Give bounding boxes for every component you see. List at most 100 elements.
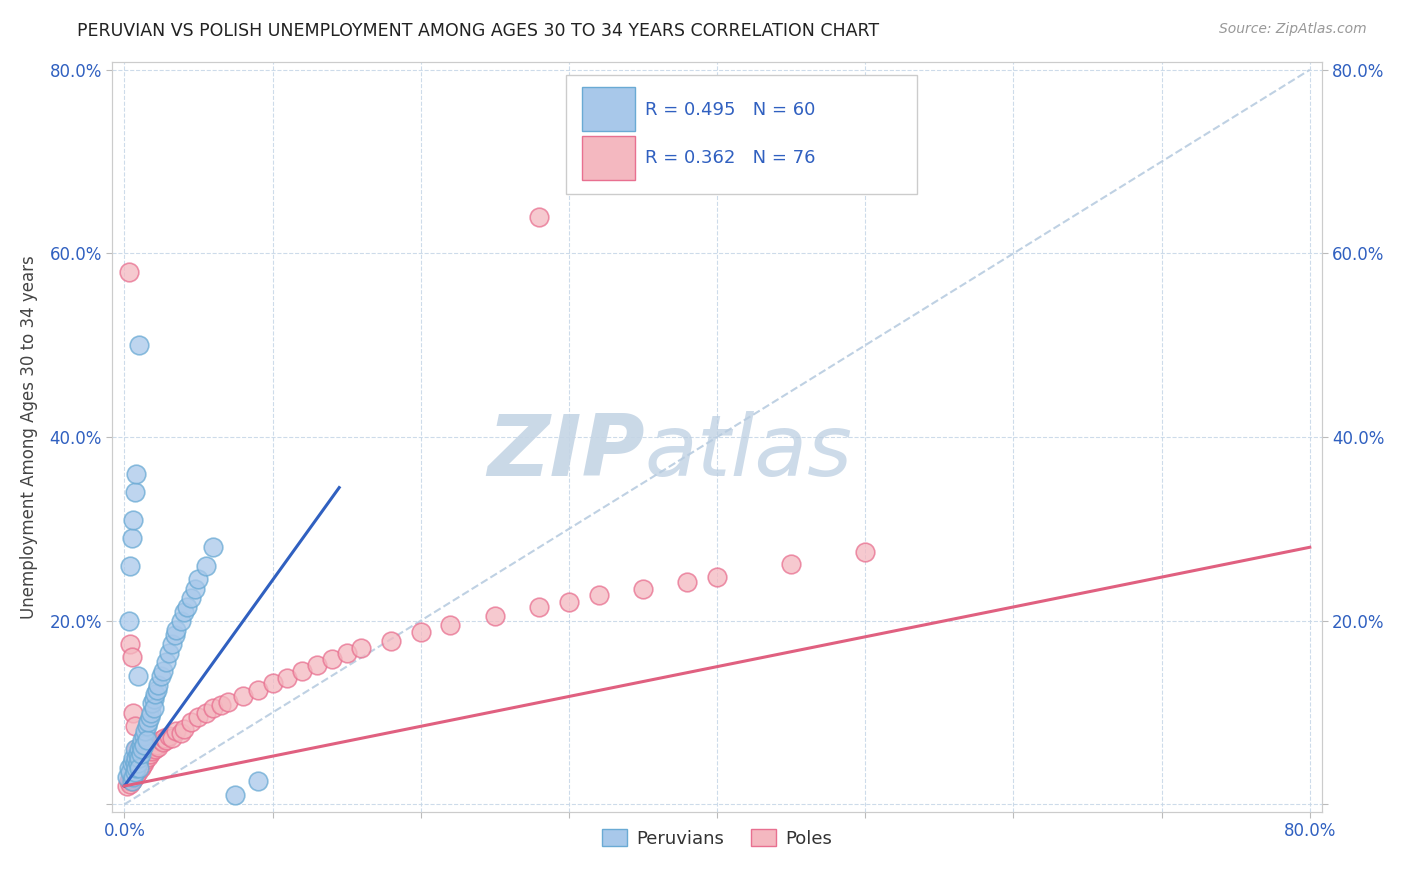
Point — [439, 618, 461, 632]
Point — [202, 541, 225, 555]
Point — [155, 733, 177, 747]
Point — [128, 763, 150, 777]
Point — [125, 761, 148, 775]
Point — [128, 742, 150, 756]
Point — [124, 719, 146, 733]
Point — [484, 609, 506, 624]
Point — [117, 770, 139, 784]
Point — [676, 575, 699, 590]
Point — [122, 770, 145, 784]
Point — [321, 652, 343, 666]
Point — [165, 623, 187, 637]
Point — [350, 641, 373, 656]
Point — [150, 669, 173, 683]
Point — [134, 723, 156, 738]
FancyBboxPatch shape — [582, 136, 636, 180]
Point — [152, 664, 174, 679]
Point — [291, 664, 314, 679]
Point — [120, 772, 142, 786]
Point — [194, 558, 217, 573]
Point — [217, 694, 239, 708]
Point — [139, 742, 162, 756]
Point — [124, 765, 146, 780]
Point — [132, 756, 155, 770]
Point — [173, 722, 195, 736]
Point — [128, 759, 150, 773]
Point — [163, 627, 186, 641]
Point — [121, 650, 143, 665]
Point — [246, 774, 269, 789]
Point — [138, 747, 160, 761]
Point — [136, 744, 159, 758]
Point — [128, 338, 150, 352]
Point — [202, 701, 225, 715]
Point — [209, 698, 232, 713]
Point — [136, 749, 159, 764]
Point — [143, 740, 166, 755]
Point — [120, 765, 142, 780]
Point — [128, 761, 150, 775]
Point — [706, 569, 728, 583]
Point — [121, 774, 143, 789]
Point — [184, 582, 207, 596]
Point — [129, 738, 152, 752]
Point — [122, 768, 145, 782]
Point — [134, 753, 156, 767]
Point — [127, 765, 149, 780]
Point — [173, 605, 195, 619]
Point — [131, 742, 153, 756]
Point — [131, 733, 153, 747]
Point — [529, 210, 551, 224]
Text: R = 0.495   N = 60: R = 0.495 N = 60 — [644, 101, 815, 119]
Point — [124, 742, 146, 756]
Point — [122, 772, 145, 786]
Point — [187, 573, 209, 587]
Point — [127, 756, 149, 770]
Point — [145, 742, 167, 756]
FancyBboxPatch shape — [565, 75, 917, 194]
Point — [529, 599, 551, 614]
Y-axis label: Unemployment Among Ages 30 to 34 years: Unemployment Among Ages 30 to 34 years — [21, 255, 38, 619]
Point — [146, 738, 169, 752]
Point — [780, 557, 803, 571]
Point — [135, 719, 157, 733]
Point — [150, 733, 173, 747]
Point — [588, 588, 610, 602]
Point — [157, 646, 180, 660]
Point — [124, 485, 146, 500]
Point — [120, 777, 142, 791]
Point — [246, 682, 269, 697]
Point — [146, 682, 169, 697]
Point — [122, 513, 145, 527]
Point — [118, 614, 141, 628]
Point — [853, 545, 876, 559]
Point — [124, 756, 146, 770]
Point — [121, 770, 143, 784]
Point — [160, 637, 183, 651]
Text: R = 0.362   N = 76: R = 0.362 N = 76 — [644, 149, 815, 168]
Point — [145, 687, 167, 701]
Point — [138, 710, 160, 724]
Point — [232, 689, 254, 703]
Point — [127, 669, 149, 683]
Point — [122, 706, 145, 720]
Point — [125, 467, 148, 481]
Point — [180, 714, 202, 729]
Point — [148, 678, 170, 692]
Point — [127, 747, 149, 761]
Point — [124, 770, 146, 784]
Point — [125, 768, 148, 782]
Point — [127, 761, 149, 775]
Point — [143, 701, 166, 715]
Point — [132, 729, 155, 743]
Point — [169, 614, 191, 628]
Point — [120, 558, 142, 573]
Point — [121, 531, 143, 545]
Point — [180, 591, 202, 605]
Point — [129, 756, 152, 770]
Point — [631, 582, 654, 596]
Point — [132, 751, 155, 765]
Point — [336, 646, 359, 660]
Point — [118, 265, 141, 279]
Point — [121, 774, 143, 789]
